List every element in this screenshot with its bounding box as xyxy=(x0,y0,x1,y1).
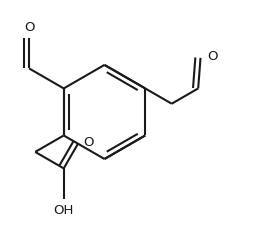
Text: O: O xyxy=(24,21,34,34)
Text: O: O xyxy=(208,50,218,63)
Text: O: O xyxy=(84,136,94,149)
Text: OH: OH xyxy=(54,204,74,217)
